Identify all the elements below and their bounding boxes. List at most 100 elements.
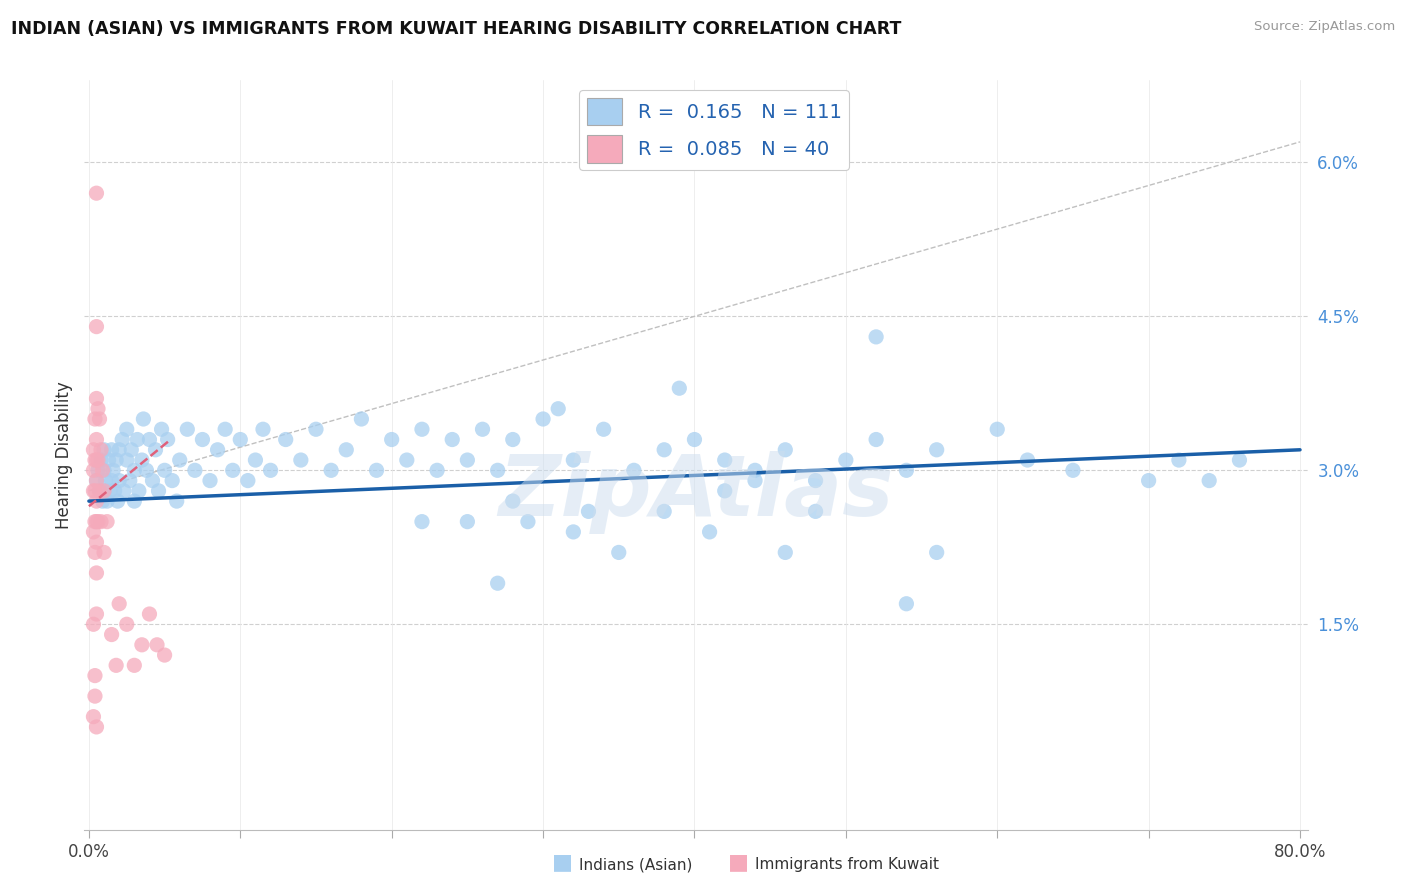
Point [128, 483, 150, 498]
Point [896, 463, 918, 477]
Point [118, 474, 141, 488]
Point [131, 638, 153, 652]
Point [105, 658, 128, 673]
Point [100, 474, 122, 488]
Point [87, 401, 110, 416]
Point [93, 463, 115, 477]
Point [184, 463, 207, 477]
Point [321, 463, 343, 477]
Point [166, 494, 188, 508]
Point [135, 463, 157, 477]
Point [138, 607, 160, 621]
Point [222, 463, 245, 477]
Point [84, 668, 107, 682]
Text: ■: ■ [728, 853, 748, 872]
Point [90, 453, 112, 467]
Point [91, 494, 114, 508]
Point [744, 463, 766, 477]
Point [804, 474, 827, 488]
Point [668, 381, 690, 395]
Point [1017, 453, 1039, 467]
Point [82, 483, 104, 498]
Point [86, 720, 108, 734]
Point [274, 433, 297, 447]
Point [90, 515, 112, 529]
Point [252, 422, 274, 436]
Point [87, 515, 110, 529]
Point [176, 422, 198, 436]
Point [381, 433, 404, 447]
Text: ■: ■ [553, 853, 572, 872]
Point [426, 463, 449, 477]
Point [104, 483, 127, 498]
Point [229, 433, 252, 447]
Point [100, 442, 122, 457]
Point [107, 494, 129, 508]
Point [245, 453, 267, 467]
Point [120, 442, 142, 457]
Point [153, 463, 176, 477]
Point [89, 412, 111, 426]
Point [93, 483, 115, 498]
Point [835, 453, 858, 467]
Point [108, 474, 131, 488]
Point [86, 607, 108, 621]
Point [127, 433, 149, 447]
Point [145, 442, 167, 457]
Point [198, 474, 221, 488]
Point [578, 504, 600, 518]
Text: ZipAtlas: ZipAtlas [498, 450, 894, 534]
Point [925, 545, 948, 559]
Point [90, 442, 112, 457]
Point [925, 442, 948, 457]
Text: Source: ZipAtlas.com: Source: ZipAtlas.com [1254, 20, 1395, 33]
Point [94, 474, 117, 488]
Point [115, 617, 138, 632]
Point [86, 474, 108, 488]
Point [411, 422, 433, 436]
Point [82, 524, 104, 539]
Legend: R =  0.165   N = 111, R =  0.085   N = 40: R = 0.165 N = 111, R = 0.085 N = 40 [579, 90, 849, 170]
Point [547, 401, 569, 416]
Point [652, 442, 675, 457]
Point [100, 627, 122, 641]
Point [124, 463, 146, 477]
Point [138, 433, 160, 447]
Point [86, 433, 108, 447]
Point [156, 433, 179, 447]
Point [896, 597, 918, 611]
Point [115, 422, 138, 436]
Point [87, 463, 110, 477]
Point [86, 453, 108, 467]
Point [115, 453, 138, 467]
Point [607, 545, 630, 559]
Point [93, 545, 115, 559]
Point [865, 330, 887, 344]
Point [562, 524, 585, 539]
Point [105, 453, 128, 467]
Point [471, 422, 494, 436]
Point [96, 494, 118, 508]
Point [169, 453, 191, 467]
Point [486, 463, 509, 477]
Point [108, 442, 131, 457]
Text: Indians (Asian): Indians (Asian) [579, 857, 693, 872]
Point [98, 483, 121, 498]
Point [366, 463, 388, 477]
Point [131, 453, 153, 467]
Point [713, 453, 735, 467]
Point [84, 483, 107, 498]
Point [111, 433, 134, 447]
Y-axis label: Hearing Disability: Hearing Disability [55, 381, 73, 529]
Point [744, 474, 766, 488]
Point [86, 566, 108, 580]
Point [214, 422, 236, 436]
Point [86, 515, 108, 529]
Point [1062, 463, 1084, 477]
Point [89, 483, 111, 498]
Point [1167, 453, 1189, 467]
Point [124, 658, 146, 673]
Point [86, 474, 108, 488]
Point [290, 453, 312, 467]
Point [153, 648, 176, 662]
